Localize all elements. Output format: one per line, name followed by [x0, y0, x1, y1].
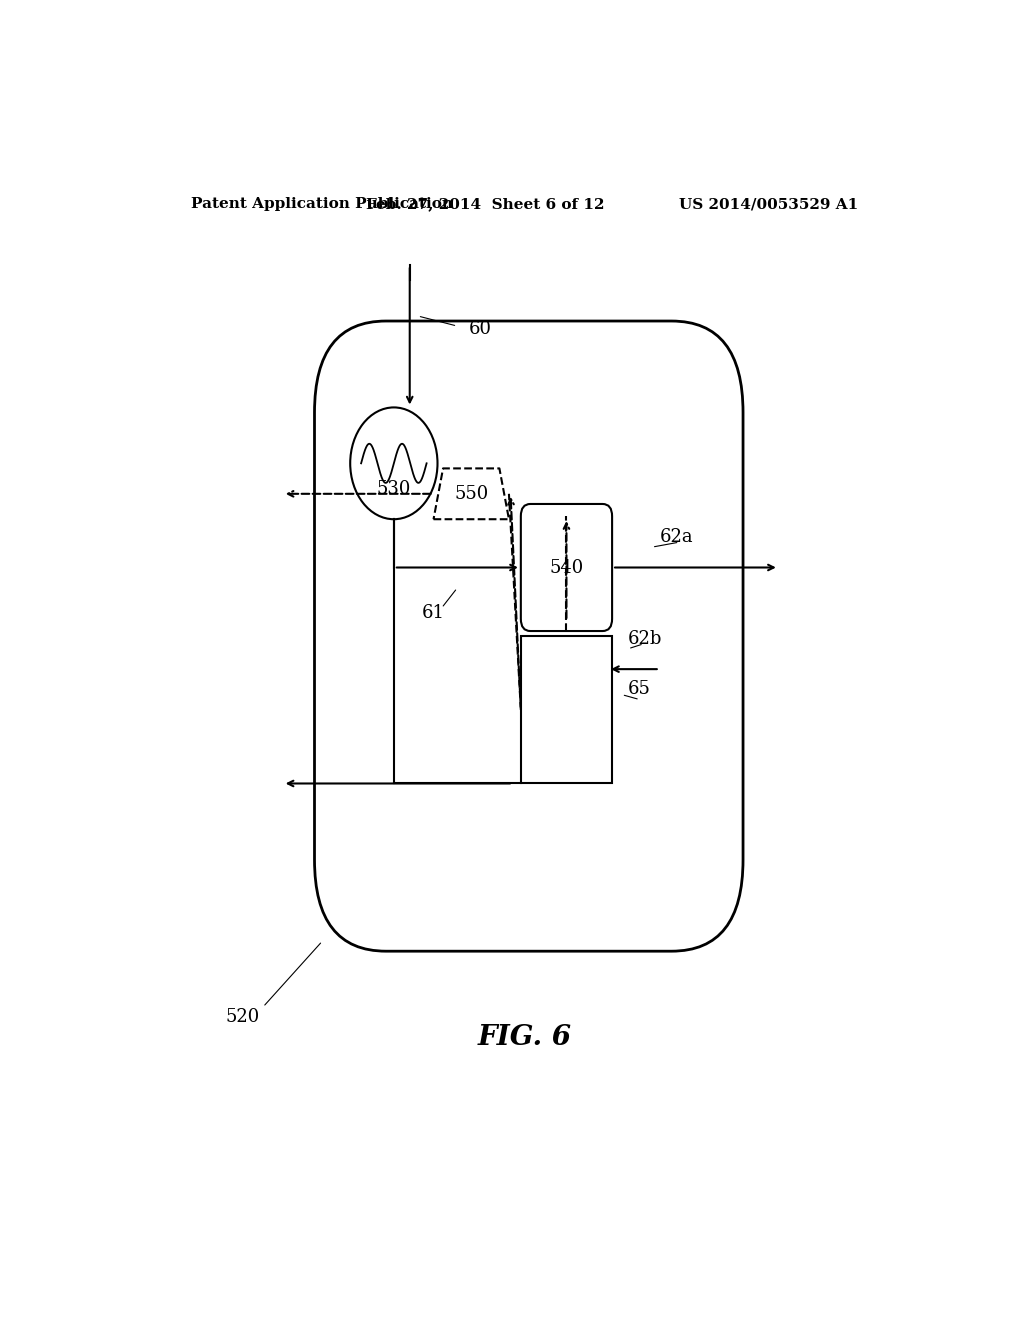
- FancyBboxPatch shape: [314, 321, 743, 952]
- Text: 62b: 62b: [628, 630, 663, 648]
- Text: 520: 520: [226, 1008, 260, 1026]
- Text: Patent Application Publication: Patent Application Publication: [191, 197, 454, 211]
- Text: Feb. 27, 2014  Sheet 6 of 12: Feb. 27, 2014 Sheet 6 of 12: [366, 197, 604, 211]
- Text: 65: 65: [628, 681, 651, 698]
- Text: 530: 530: [377, 479, 411, 498]
- Text: 540: 540: [549, 558, 584, 577]
- Text: 60: 60: [469, 321, 493, 338]
- Circle shape: [350, 408, 437, 519]
- Text: 550: 550: [454, 484, 488, 503]
- FancyBboxPatch shape: [521, 504, 612, 631]
- Text: 62a: 62a: [659, 528, 693, 546]
- Text: US 2014/0053529 A1: US 2014/0053529 A1: [679, 197, 858, 211]
- Text: FIG. 6: FIG. 6: [478, 1024, 571, 1051]
- Text: 61: 61: [422, 605, 445, 622]
- Bar: [521, 636, 612, 784]
